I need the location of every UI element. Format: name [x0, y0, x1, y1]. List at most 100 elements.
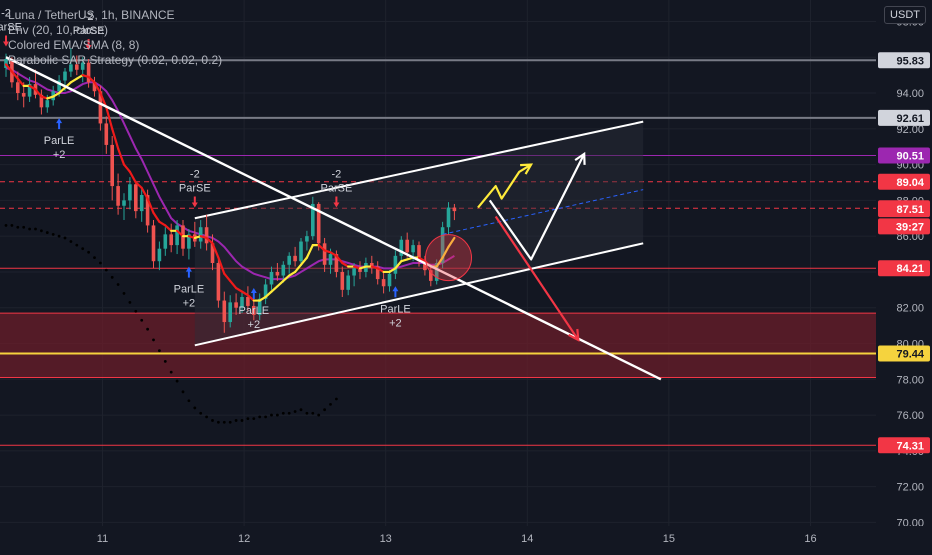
candle-body — [417, 245, 421, 262]
candle-body — [434, 263, 439, 281]
candle-body — [57, 80, 61, 92]
candle-body — [228, 302, 232, 323]
ema-segment — [305, 244, 314, 259]
candle-body — [322, 243, 327, 265]
candle-body — [446, 207, 451, 228]
ema-segment — [441, 245, 450, 259]
signal-label: ParSE — [0, 22, 22, 34]
candle-body — [21, 93, 26, 97]
ema-segment — [288, 270, 297, 277]
projection-arrow — [477, 163, 532, 209]
levels-layer — [0, 59, 876, 446]
ema-segment — [229, 279, 238, 290]
candle-body — [275, 271, 280, 276]
sar-dot — [110, 275, 114, 279]
candle-body — [210, 243, 215, 263]
sar-dot — [305, 411, 309, 415]
sar-dot — [69, 240, 73, 243]
candle-body — [252, 305, 256, 315]
indicator-envelope[interactable]: Env (20, 10, close) — [8, 23, 109, 37]
price-tag-label: 89.04 — [896, 177, 924, 189]
ema-layer — [4, 63, 456, 302]
signal-qty: +2 — [248, 319, 261, 331]
candle-body — [358, 268, 362, 272]
candle-body — [281, 264, 286, 276]
ema-segment — [4, 63, 13, 73]
sar-dot — [116, 283, 120, 286]
candle-body — [151, 225, 156, 262]
ema-segment — [335, 254, 344, 265]
sar-dot — [311, 411, 315, 415]
indicator-ema-sma[interactable]: Colored EMA/SMA (8, 8) — [8, 38, 140, 52]
sar-dot — [87, 250, 90, 254]
long-entry-arrow — [250, 288, 257, 300]
symbol-title[interactable]: Luna / TetherUS, 1h, BINANCE — [8, 8, 175, 22]
ema-segment — [146, 197, 155, 215]
channel-fill — [194, 121, 644, 346]
signal-qty: -2 — [1, 8, 11, 20]
ema-segment — [164, 224, 173, 232]
price-tag-label: 79.44 — [896, 349, 924, 361]
signal-qty: +2 — [183, 298, 196, 310]
currency-button[interactable]: USDT — [884, 6, 926, 24]
candle-body — [263, 284, 268, 299]
sar-dot — [193, 406, 197, 410]
candle-body — [45, 100, 50, 108]
price-axis[interactable]: 98.0096.0094.0092.0090.0088.0086.0084.00… — [876, 0, 932, 550]
descending-trendline — [5, 56, 662, 381]
ema-segment — [329, 251, 338, 257]
projection-arrow — [488, 153, 586, 261]
sar-dot — [140, 318, 144, 322]
sar-dot — [287, 411, 291, 415]
time-axis[interactable]: 11 12 13 14 15 16 — [0, 526, 932, 550]
price-tag-label: 39:27 — [896, 221, 924, 233]
candle-body — [16, 82, 20, 94]
sar-dot — [45, 231, 49, 234]
candle-body — [27, 84, 32, 97]
ema-segment — [270, 285, 279, 293]
sar-dot — [270, 413, 273, 417]
sma-layer — [5, 67, 455, 281]
candle-body — [352, 268, 356, 276]
candle-body — [69, 64, 73, 72]
signal-label: ParSE — [179, 183, 211, 195]
price-tag — [878, 173, 930, 190]
projection-arrow — [494, 215, 580, 341]
ema-segment — [52, 91, 61, 98]
candle-body — [80, 62, 85, 70]
sar-dot — [10, 224, 14, 227]
candle-body — [122, 200, 126, 206]
ema-segment — [294, 263, 303, 274]
long-entry-arrow — [392, 286, 399, 298]
candle-body — [328, 254, 333, 265]
candle-body — [222, 300, 227, 323]
ema-segment — [140, 186, 149, 200]
short-entry-arrow — [3, 35, 9, 47]
candle-body — [334, 254, 339, 272]
time-tick-label: 16 — [804, 533, 816, 545]
sar-dot — [146, 327, 150, 331]
price-tick-label: 72.00 — [896, 482, 924, 494]
price-tick-label: 76.00 — [896, 410, 924, 422]
sar-layer — [4, 224, 338, 424]
sar-dot — [217, 420, 220, 424]
candle-body — [423, 261, 427, 271]
short-entry-arrow — [333, 196, 340, 208]
sar-dot — [276, 413, 279, 417]
candle-body — [316, 203, 321, 244]
candle-body — [311, 203, 315, 237]
demand-zone — [0, 313, 876, 378]
candle-body — [405, 239, 409, 253]
ema-segment — [134, 181, 143, 189]
indicator-parabolic-sar[interactable]: Parabolic SAR Strategy (0.02, 0.02, 0.2) — [8, 53, 223, 67]
price-tag — [878, 201, 930, 218]
signal-qty: +2 — [53, 149, 66, 161]
chart-legend: Luna / TetherUS, 1h, BINANCE Env (20, 10… — [8, 8, 222, 68]
price-tick-label: 78.00 — [896, 374, 924, 386]
sar-dot — [75, 243, 79, 247]
time-tick-label: 14 — [521, 533, 533, 545]
short-entry-arrow — [85, 39, 92, 51]
sar-dot — [234, 419, 238, 422]
